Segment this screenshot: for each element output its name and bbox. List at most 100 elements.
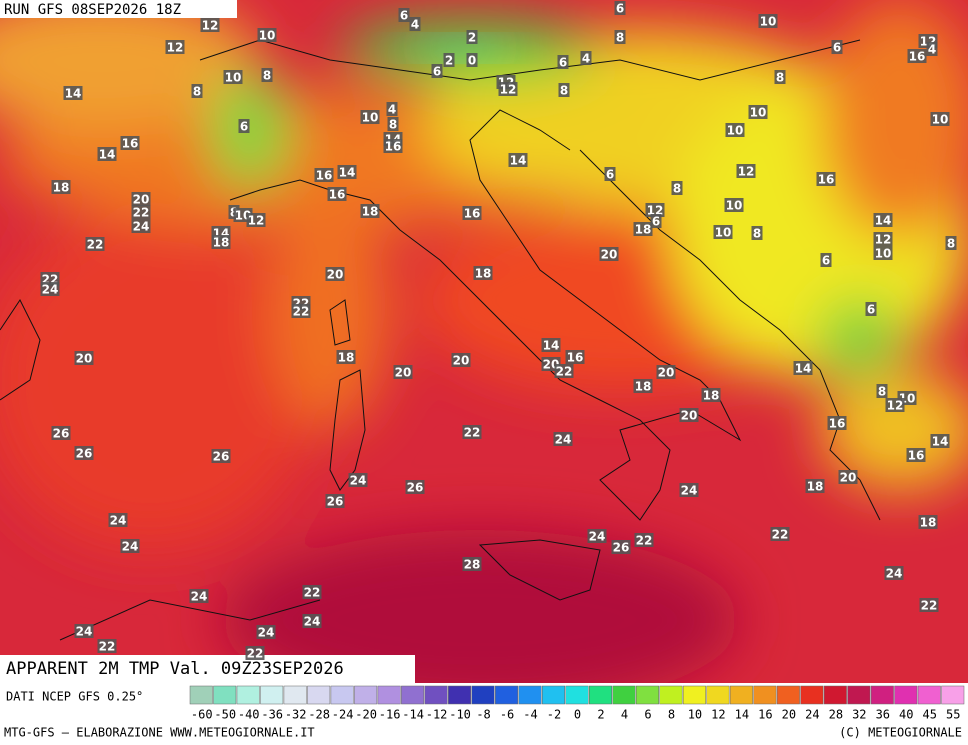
label-box (337, 165, 357, 179)
temperature-label: 24 (555, 433, 572, 447)
label-box (120, 136, 140, 150)
temperature-label: 16 (122, 137, 139, 151)
temperature-label: 14 (510, 154, 527, 168)
scale-swatch (283, 685, 307, 705)
label-box (462, 425, 482, 439)
temperature-label: 6 (606, 168, 614, 182)
label-box (63, 86, 83, 100)
temperature-label: 26 (613, 541, 630, 555)
temperature-label: 24 (350, 474, 367, 488)
label-box (360, 110, 380, 124)
label-box (554, 364, 574, 378)
label-box (74, 446, 94, 460)
label-box (838, 470, 858, 484)
temperature-label: 26 (407, 481, 424, 495)
label-box (713, 225, 733, 239)
temperature-label: 0 (468, 54, 476, 68)
label-box (85, 237, 105, 251)
label-box (131, 192, 151, 206)
temperature-label: 10 (362, 111, 379, 125)
label-box (443, 53, 455, 67)
temperature-label: 8 (616, 31, 624, 45)
label-box (451, 353, 471, 367)
temperature-label: 24 (122, 540, 139, 554)
temperature-label: 22 (556, 365, 573, 379)
label-box (906, 448, 926, 462)
temperature-label: 26 (76, 447, 93, 461)
label-box (74, 351, 94, 365)
temperature-label: 4 (388, 103, 396, 117)
scale-label: -14 (402, 708, 424, 722)
temperature-field (0, 0, 968, 683)
label-box (431, 64, 443, 78)
scale-label: -36 (261, 708, 283, 722)
scale-swatch (847, 685, 871, 705)
scale-swatch (401, 685, 425, 705)
temperature-label: 14 (99, 148, 116, 162)
temperature-label: 14 (875, 214, 892, 228)
label-box (650, 214, 662, 228)
scale-swatch (542, 685, 566, 705)
scale-label: -28 (308, 708, 330, 722)
temperature-label: 8 (776, 71, 784, 85)
label-box (189, 589, 209, 603)
scale-swatch (377, 685, 401, 705)
label-box (758, 14, 778, 28)
temperature-label: 4 (928, 43, 936, 57)
label-box (656, 365, 676, 379)
scale-swatch (471, 685, 495, 705)
label-box (599, 247, 619, 261)
temperature-label: 24 (258, 626, 275, 640)
label-box (462, 206, 482, 220)
label-box (611, 540, 631, 554)
label-box (884, 566, 904, 580)
scale-swatch (354, 685, 378, 705)
temperature-label: 6 (433, 65, 441, 79)
temperature-label: 24 (42, 283, 59, 297)
temperature-label: 6 (616, 2, 624, 16)
scale-swatch (941, 685, 965, 705)
label-box (398, 8, 410, 22)
temperature-label: 22 (464, 426, 481, 440)
temperature-label: 24 (76, 625, 93, 639)
label-box (671, 181, 683, 195)
temperature-label: 8 (560, 84, 568, 98)
label-box (462, 557, 482, 571)
label-box (327, 187, 347, 201)
scale-label: -10 (449, 708, 471, 722)
label-box (816, 172, 836, 186)
scale-swatch (236, 685, 260, 705)
temperature-label: 18 (703, 389, 720, 403)
label-box (383, 139, 403, 153)
temperature-label: 26 (53, 427, 70, 441)
temperature-label: 24 (110, 514, 127, 528)
temperature-label: 22 (772, 528, 789, 542)
temperature-label: 10 (750, 106, 767, 120)
label-box (907, 49, 927, 63)
scale-swatch (753, 685, 777, 705)
temperature-label: 20 (658, 366, 675, 380)
scale-label: -60 (191, 708, 213, 722)
temperature-label: 8 (389, 118, 397, 132)
label-box (614, 30, 626, 44)
temperature-label: 14 (795, 362, 812, 376)
temperature-label: 16 (464, 207, 481, 221)
temperature-label: 16 (567, 351, 584, 365)
temperature-label: 18 (920, 516, 937, 530)
label-box (820, 253, 832, 267)
temperature-label: 22 (87, 238, 104, 252)
temperature-label: 8 (753, 227, 761, 241)
temperature-label: 20 (601, 248, 618, 262)
scale-swatch (495, 685, 519, 705)
label-box (387, 117, 399, 131)
label-box (165, 40, 185, 54)
temperature-label: 12 (738, 165, 755, 179)
scale-label: 36 (876, 708, 890, 722)
label-box (793, 361, 813, 375)
label-box (633, 379, 653, 393)
temperature-label: 24 (133, 220, 150, 234)
label-box (97, 147, 117, 161)
scale-label: -40 (238, 708, 260, 722)
label-box (51, 180, 71, 194)
temperature-label: 16 (385, 140, 402, 154)
